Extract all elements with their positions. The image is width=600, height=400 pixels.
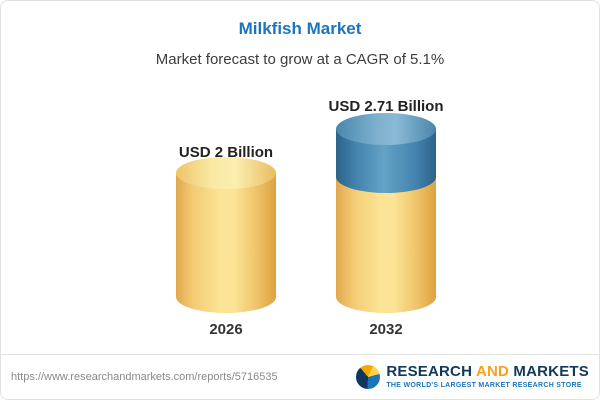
brand-tagline: THE WORLD'S LARGEST MARKET RESEARCH STOR… [386, 382, 582, 390]
brand-logo[interactable]: RESEARCH AND MARKETS THE WORLD'S LARGEST… [356, 362, 589, 390]
bar-2032-value-label: USD 2.71 Billion [328, 98, 444, 115]
bar-2026-category-label: 2026 [209, 321, 243, 338]
footer: https://www.researchandmarkets.com/repor… [1, 354, 599, 399]
report-url[interactable]: https://www.researchandmarkets.com/repor… [11, 371, 278, 383]
chart-subtitle: Market forecast to grow at a CAGR of 5.1… [155, 51, 445, 68]
bar-2026-value-label: USD 2 Billion [178, 144, 274, 161]
globe-segments-icon [356, 365, 381, 389]
brand-name-research: RESEARCH [386, 362, 473, 380]
chart-title: Milkfish Market [238, 19, 362, 38]
brand-name-markets: MARKETS [513, 362, 589, 380]
bar-2032-top-cap [336, 113, 436, 145]
brand-name: RESEARCH AND MARKETS [386, 362, 589, 381]
bar-2026-top-cap [176, 157, 276, 189]
brand-text: RESEARCH AND MARKETS THE WORLD'S LARGEST… [386, 362, 589, 390]
bar-2026-body [176, 173, 276, 313]
brand-name-and: AND [475, 362, 510, 380]
bar-2032-category-label: 2032 [369, 321, 403, 338]
